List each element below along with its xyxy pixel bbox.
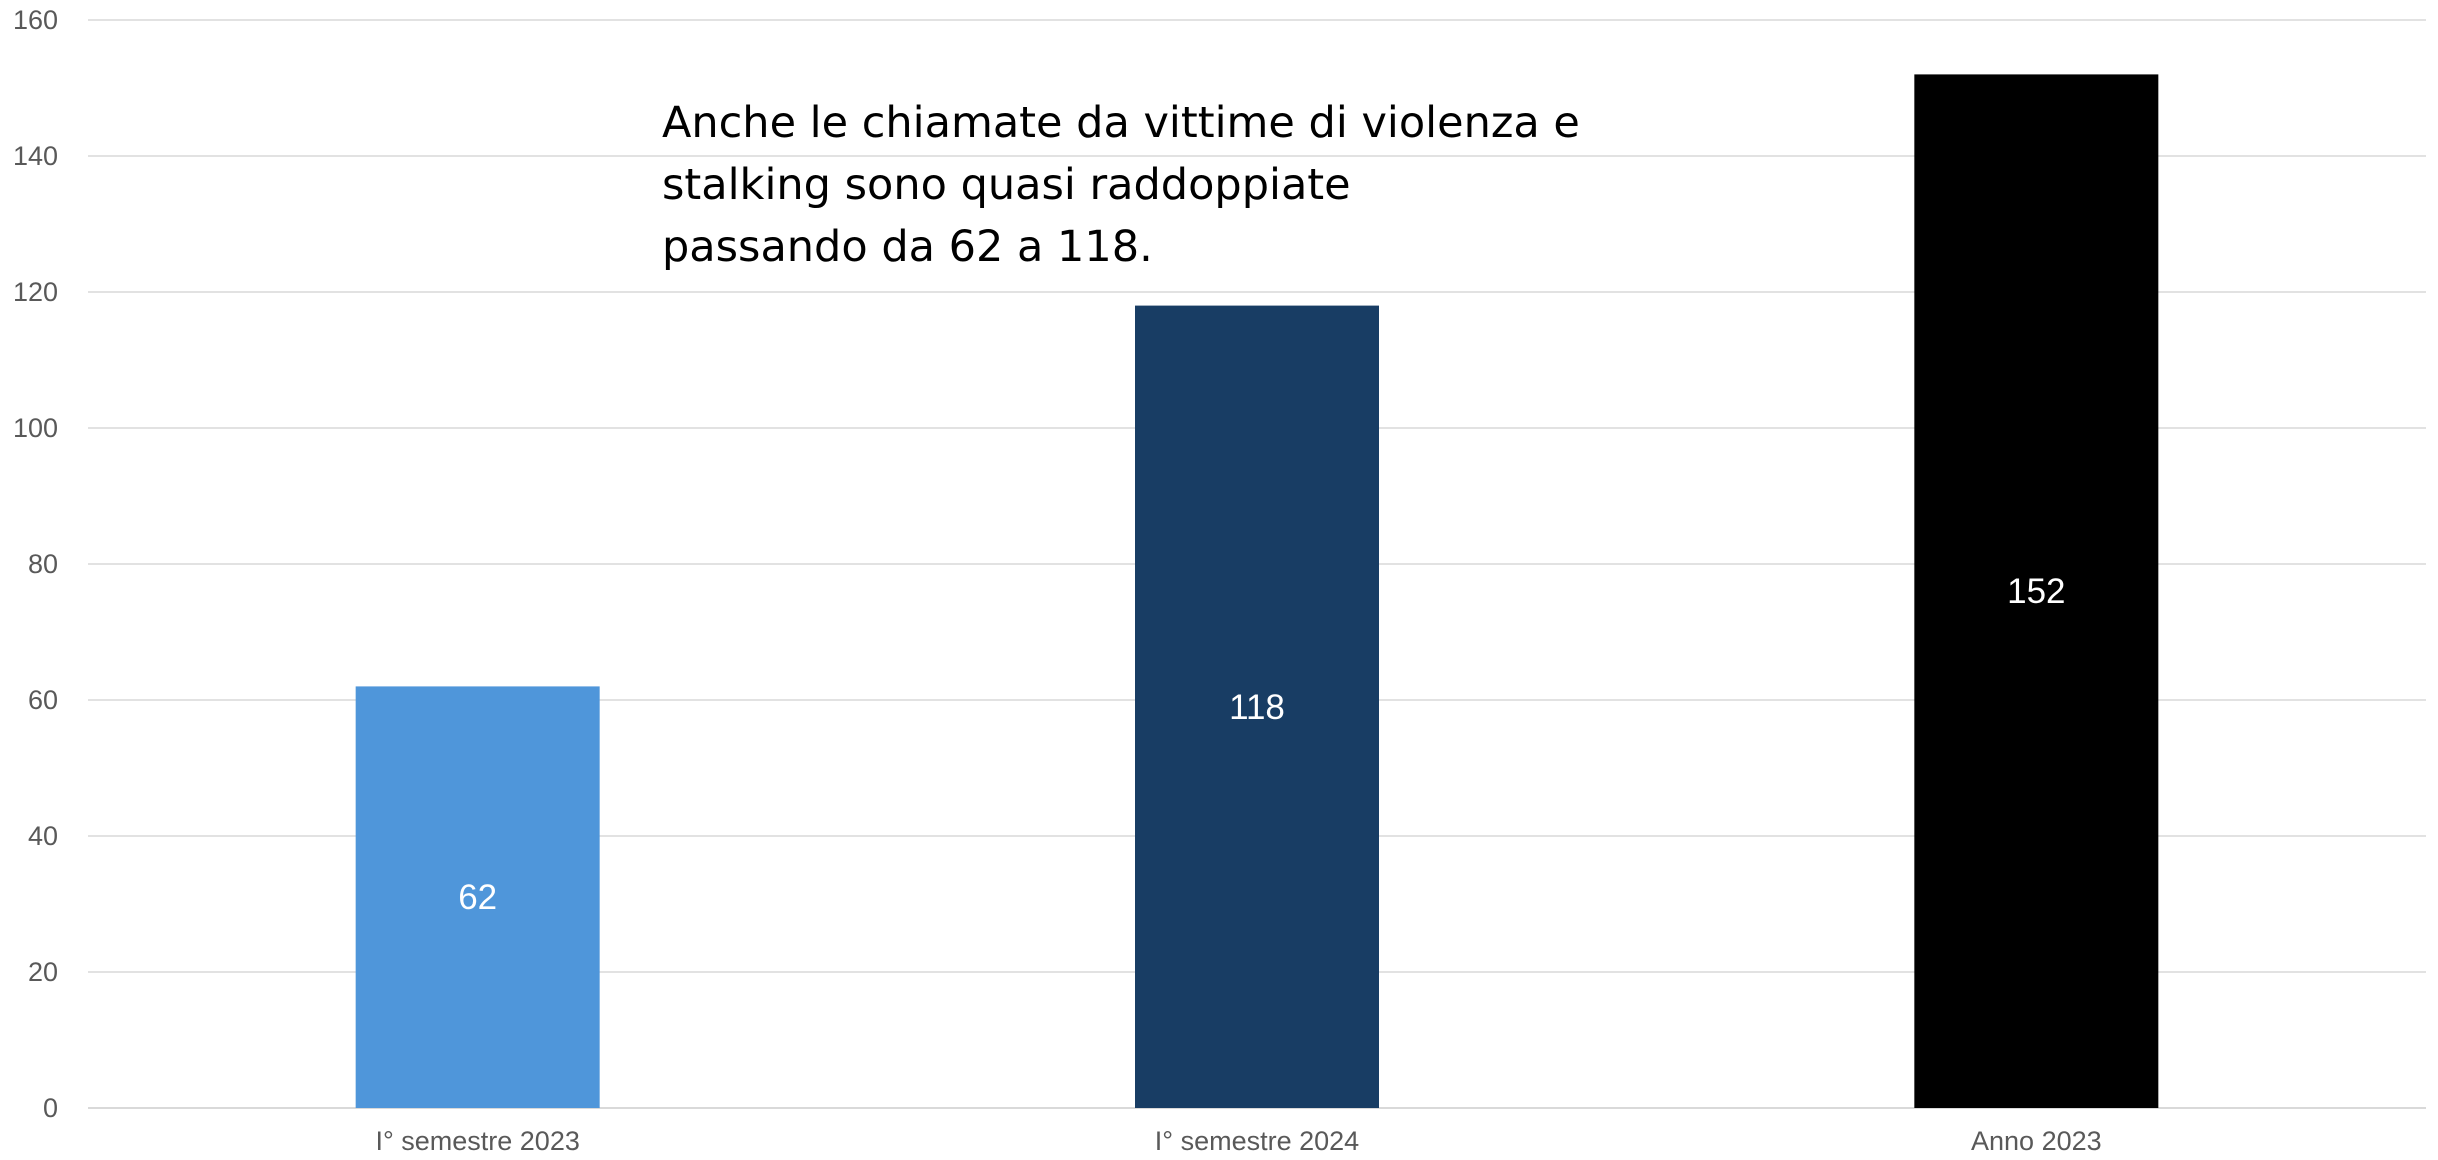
- y-axis-tick-labels: 0 20 40 60 80 100 120 140 160: [13, 5, 58, 1123]
- y-tick-label: 120: [13, 277, 58, 307]
- bar-1: [355, 686, 600, 1108]
- annotation-line-1: Anche le chiamate da vittime di violenza…: [662, 98, 1580, 148]
- y-tick-label: 0: [43, 1093, 58, 1123]
- x-category-label-3: Anno 2023: [1971, 1126, 2102, 1156]
- annotation-line-3: passando da 62 a 118.: [662, 222, 1153, 272]
- y-tick-label: 40: [28, 821, 58, 851]
- x-category-label-1: I° semestre 2023: [375, 1126, 579, 1156]
- y-tick-label: 160: [13, 5, 58, 35]
- y-tick-label: 80: [28, 549, 58, 579]
- x-category-label-2: I° semestre 2024: [1155, 1126, 1359, 1156]
- bars: [355, 74, 2159, 1109]
- y-tick-label: 140: [13, 141, 58, 171]
- data-labels: 62 118 152: [458, 572, 2065, 917]
- bar-value-label-1: 62: [458, 878, 497, 917]
- y-tick-label: 20: [28, 957, 58, 987]
- bar-3: [1914, 74, 2159, 1108]
- bar-value-label-2: 118: [1229, 688, 1285, 727]
- x-axis-category-labels: I° semestre 2023 I° semestre 2024 Anno 202…: [375, 1126, 2101, 1156]
- bar-value-label-3: 152: [2007, 572, 2065, 611]
- y-tick-label: 100: [13, 413, 58, 443]
- annotation-line-2: stalking sono quasi raddoppiate: [662, 160, 1351, 210]
- bar-2: [1135, 305, 1379, 1109]
- y-tick-label: 60: [28, 685, 58, 715]
- chart-annotation: Anche le chiamate da vittime di violenza…: [662, 92, 1622, 278]
